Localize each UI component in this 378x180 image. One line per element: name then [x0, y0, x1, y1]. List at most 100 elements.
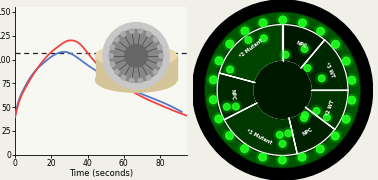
Circle shape — [276, 14, 289, 26]
Circle shape — [329, 130, 342, 142]
Wedge shape — [224, 103, 297, 156]
Circle shape — [299, 43, 310, 55]
Circle shape — [138, 78, 143, 83]
Circle shape — [226, 40, 234, 48]
Wedge shape — [282, 24, 325, 68]
Text: *2 Mutant: *2 Mutant — [239, 38, 263, 58]
Circle shape — [313, 107, 320, 114]
Circle shape — [304, 65, 311, 71]
Circle shape — [302, 112, 308, 119]
Circle shape — [232, 103, 239, 110]
Circle shape — [130, 78, 134, 83]
Circle shape — [230, 101, 242, 112]
Circle shape — [243, 34, 254, 46]
Circle shape — [216, 24, 349, 156]
Circle shape — [146, 75, 151, 80]
Circle shape — [274, 129, 285, 141]
Circle shape — [311, 105, 322, 117]
Circle shape — [298, 112, 310, 124]
Circle shape — [301, 46, 308, 52]
Circle shape — [340, 55, 353, 68]
Circle shape — [329, 38, 342, 51]
Circle shape — [279, 156, 286, 164]
Circle shape — [314, 143, 327, 155]
Polygon shape — [96, 56, 177, 80]
Text: *3 WT: *3 WT — [324, 62, 335, 79]
Circle shape — [121, 32, 126, 36]
Wedge shape — [289, 107, 335, 154]
Circle shape — [226, 132, 234, 140]
Circle shape — [345, 94, 358, 106]
Circle shape — [324, 114, 330, 121]
Circle shape — [332, 40, 339, 48]
Circle shape — [153, 37, 158, 42]
Circle shape — [345, 74, 358, 87]
Circle shape — [209, 96, 217, 104]
Circle shape — [207, 74, 220, 86]
Circle shape — [130, 29, 134, 33]
Circle shape — [342, 57, 350, 65]
Circle shape — [115, 37, 119, 42]
Circle shape — [279, 16, 287, 24]
Text: NPC: NPC — [295, 40, 307, 49]
Circle shape — [221, 101, 232, 113]
Wedge shape — [305, 90, 348, 129]
Circle shape — [332, 132, 339, 140]
Circle shape — [103, 23, 169, 89]
Circle shape — [110, 30, 163, 82]
Circle shape — [314, 25, 327, 38]
Circle shape — [215, 57, 223, 65]
Circle shape — [317, 27, 324, 35]
Circle shape — [109, 54, 113, 58]
Circle shape — [138, 29, 143, 33]
Wedge shape — [205, 12, 360, 168]
Circle shape — [296, 151, 308, 163]
Circle shape — [256, 151, 269, 163]
Circle shape — [340, 113, 352, 125]
Circle shape — [259, 19, 267, 27]
Text: *2 WT: *2 WT — [325, 99, 335, 116]
Circle shape — [239, 25, 251, 37]
Text: NPC: NPC — [302, 127, 314, 137]
Circle shape — [316, 145, 324, 153]
Circle shape — [159, 54, 163, 58]
Circle shape — [321, 112, 333, 123]
Circle shape — [348, 96, 356, 104]
Circle shape — [342, 115, 350, 123]
Circle shape — [192, 0, 373, 180]
Circle shape — [259, 153, 266, 161]
Circle shape — [223, 129, 236, 142]
Circle shape — [285, 130, 292, 137]
Circle shape — [241, 145, 248, 153]
Circle shape — [302, 62, 313, 74]
Circle shape — [280, 49, 291, 61]
Circle shape — [146, 32, 151, 36]
Circle shape — [110, 45, 115, 50]
Circle shape — [245, 37, 252, 43]
Circle shape — [296, 17, 309, 29]
Ellipse shape — [96, 68, 177, 92]
Circle shape — [110, 62, 115, 67]
Circle shape — [209, 76, 217, 84]
Circle shape — [254, 61, 311, 119]
Circle shape — [348, 76, 356, 84]
Circle shape — [299, 109, 311, 121]
Circle shape — [153, 70, 158, 74]
Circle shape — [223, 103, 230, 110]
Circle shape — [316, 73, 328, 84]
Circle shape — [257, 17, 270, 29]
Circle shape — [223, 38, 236, 50]
Circle shape — [298, 153, 306, 161]
Circle shape — [213, 55, 225, 67]
Circle shape — [241, 27, 249, 35]
Ellipse shape — [96, 45, 177, 67]
Circle shape — [207, 93, 220, 106]
Wedge shape — [301, 40, 348, 90]
Circle shape — [260, 35, 267, 42]
Wedge shape — [217, 73, 257, 120]
Circle shape — [238, 142, 251, 155]
Circle shape — [115, 70, 119, 74]
Circle shape — [205, 12, 360, 168]
Circle shape — [279, 140, 286, 147]
Circle shape — [318, 75, 325, 82]
